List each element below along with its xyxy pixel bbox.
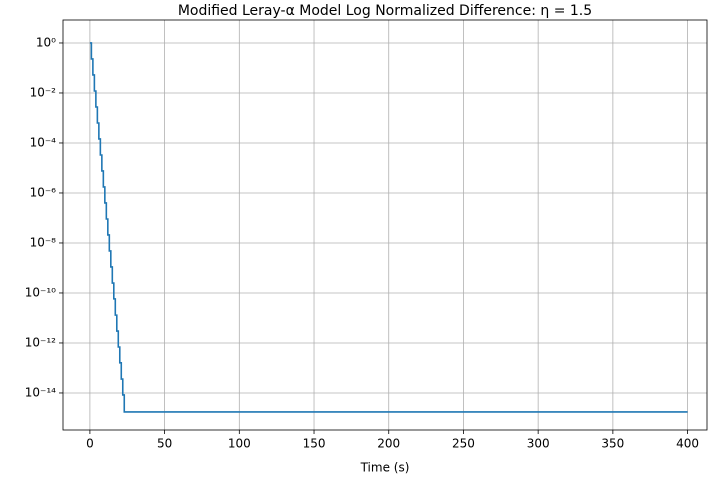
y-tick-label: 10⁻⁶: [30, 185, 57, 199]
x-axis-label: Time (s): [360, 461, 410, 475]
x-tick-label: 50: [157, 437, 172, 451]
x-tick-label: 350: [601, 437, 624, 451]
x-tick-label: 0: [86, 437, 94, 451]
y-tick-label: 10⁻¹⁴: [25, 385, 56, 399]
y-tick-label: 10⁻²: [30, 85, 57, 99]
x-tick-label: 300: [527, 437, 550, 451]
y-tick-label: 10⁻¹²: [25, 335, 56, 349]
chart-title: Modified Leray-α Model Log Normalized Di…: [178, 3, 592, 19]
y-tick-label: 10⁻¹⁰: [25, 285, 56, 299]
x-tick-label: 400: [676, 437, 699, 451]
data-line: [89, 42, 688, 413]
x-tick-label: 200: [377, 437, 400, 451]
x-tick-label: 250: [452, 437, 475, 451]
plot-frame: [62, 19, 708, 431]
y-tick-label: 10⁻⁸: [30, 235, 57, 249]
x-tick-label: 150: [303, 437, 326, 451]
y-tick-label: 10⁰: [36, 35, 56, 49]
x-tick-label: 100: [228, 437, 251, 451]
y-tick-label: 10⁻⁴: [30, 135, 57, 149]
